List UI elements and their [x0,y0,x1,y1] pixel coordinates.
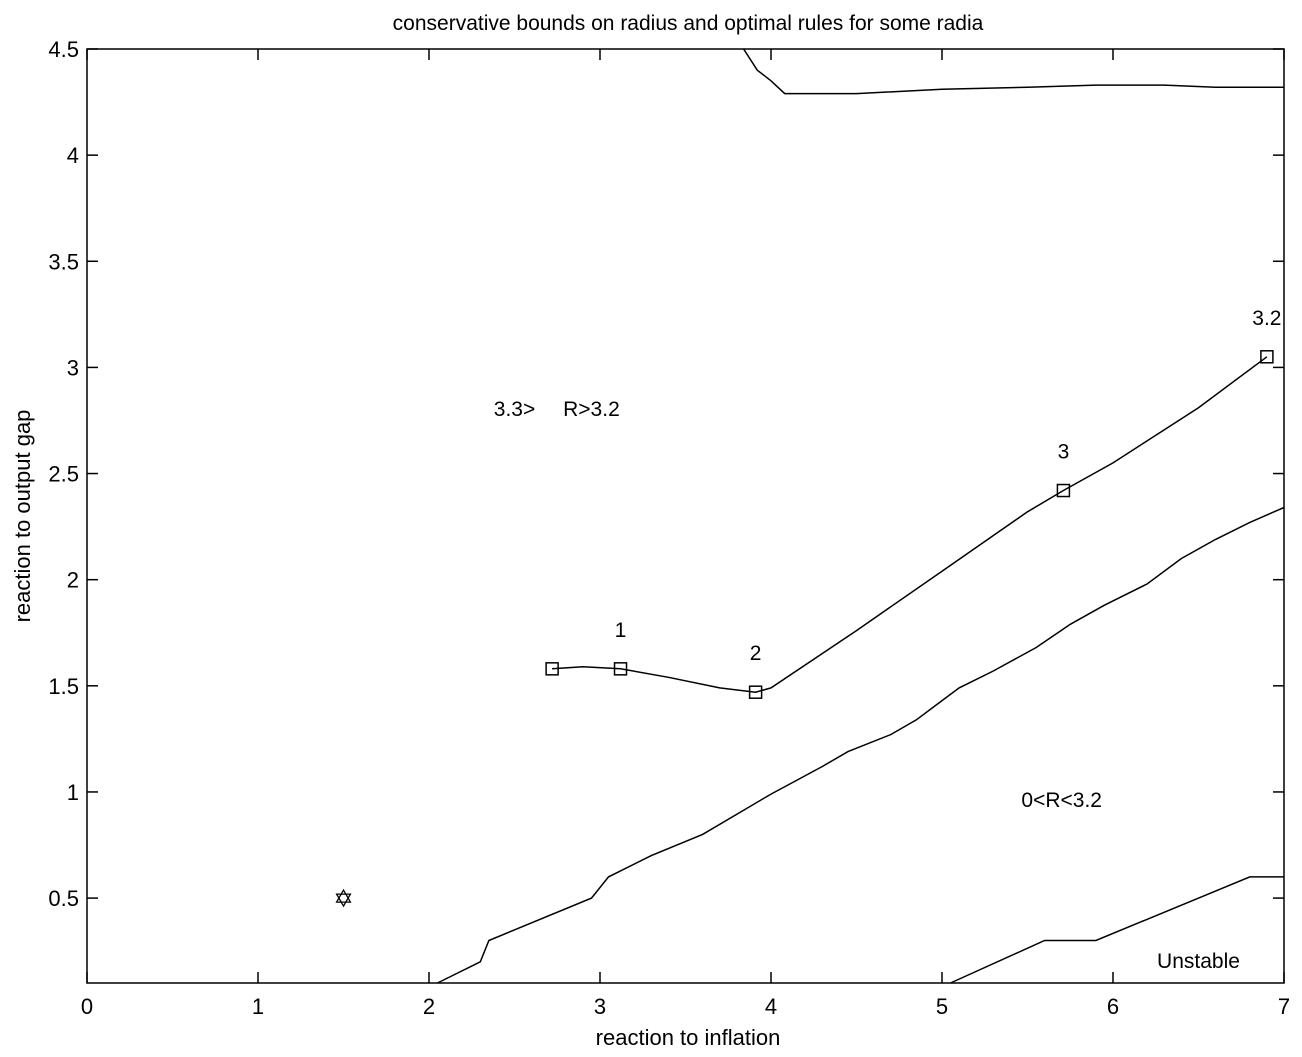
hexagram-marker-down [335,893,352,908]
y-tick-label-0.5: 0.5 [48,886,79,911]
series-line-1 [742,48,1284,95]
marker-label-4: 3 [1058,441,1070,464]
marker-label-3: 2 [750,642,762,665]
annotations: 3.3> R>3.2 0<R<3.2 Unstable [494,398,1240,973]
x-tick-label-7: 7 [1278,994,1290,1019]
annotation-2: R>3.2 [563,398,620,421]
y-tick-label-1.5: 1.5 [48,674,79,699]
series-line-2 [552,356,1268,693]
x-tick-label-1: 1 [252,994,264,1019]
annotation-3: 0<R<3.2 [1021,789,1102,812]
x-tick-label-2: 2 [423,994,435,1019]
square-marker-3 [748,685,763,699]
y-tick-label-3.5: 3.5 [48,249,79,274]
y-tick-label-1: 1 [67,780,79,805]
y-tick-label-3: 3 [67,355,79,380]
square-marker-5 [1260,350,1274,364]
x-tick-label-3: 3 [594,994,606,1019]
x-axis-label: reaction to inflation [596,1025,781,1050]
x-ticks: 0 1 2 3 4 5 6 7 [81,49,1290,1019]
y-ticks: 0.5 1 1.5 2 2.5 3 3.5 4 4.5 [48,37,1284,911]
x-tick-label-6: 6 [1107,994,1119,1019]
y-tick-label-4.5: 4.5 [48,37,79,62]
annotation-4: Unstable [1157,950,1240,973]
x-tick-label-5: 5 [936,994,948,1019]
plot-lines [437,48,1285,984]
markers: 1 2 3 3.2 [335,307,1282,908]
square-marker-4 [1056,483,1071,498]
marker-label-2: 1 [615,619,627,642]
y-tick-label-2: 2 [67,568,79,593]
marker-label-5: 3.2 [1252,307,1281,330]
chart-title: conservative bounds on radius and optima… [393,12,984,35]
hexagram-marker-up [335,888,352,903]
y-tick-label-2.5: 2.5 [48,462,79,487]
square-marker-2 [613,662,628,676]
square-marker-1 [545,662,559,676]
annotation-1: 3.3> [494,398,535,421]
x-tick-label-4: 4 [765,994,777,1019]
y-axis-label: reaction to output gap [10,410,35,623]
series-line-3 [437,506,1285,984]
series-line-4 [950,876,1284,984]
x-tick-label-0: 0 [81,994,93,1019]
plot-frame [86,48,1285,984]
y-tick-label-4: 4 [67,143,79,168]
